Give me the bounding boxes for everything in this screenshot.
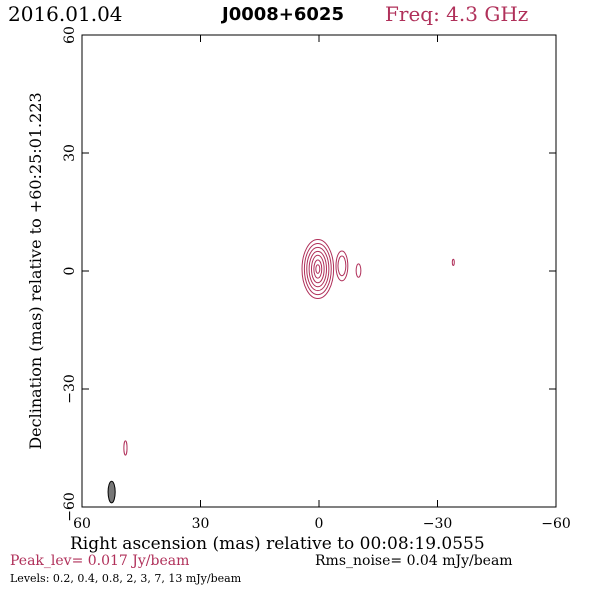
rms-noise: Rms_noise= 0.04 mJy/beam (315, 553, 513, 569)
contour (335, 250, 349, 282)
x-tick-label: 30 (192, 516, 210, 532)
axis-ticks (81, 34, 557, 508)
x-tick-label: −60 (541, 516, 571, 532)
contour (310, 254, 325, 284)
contour (306, 246, 330, 292)
y-tick-label: −60 (62, 492, 78, 522)
contour (315, 264, 321, 274)
y-tick-label: −30 (62, 374, 78, 404)
x-axis-label: Right ascension (mas) relative to 00:08:… (70, 534, 485, 554)
x-tick-label: 0 (315, 516, 324, 532)
contour (123, 440, 128, 456)
peak-level: Peak_lev= 0.017 Jy/beam (10, 553, 190, 569)
beam-ellipse (107, 480, 116, 504)
contour (337, 255, 347, 277)
y-axis-label: Declination (mas) relative to +60:25:01.… (26, 92, 45, 449)
y-tick-label: 0 (62, 267, 78, 276)
source-name: J0008+6025 (222, 4, 344, 25)
contour-lines (123, 239, 455, 456)
contour (313, 259, 323, 279)
x-tick-label: −30 (423, 516, 453, 532)
contour (355, 263, 362, 278)
y-tick-label: 30 (62, 144, 78, 162)
observation-date: 2016.01.04 (8, 2, 123, 26)
contour (303, 242, 332, 296)
tick-labels: 60 30 0 −30 −60 −60 −30 0 30 60 (62, 26, 571, 532)
contour (451, 258, 455, 266)
contour-levels: Levels: 0.2, 0.4, 0.8, 2, 3, 7, 13 mJy/b… (10, 572, 242, 585)
plot-frame (81, 34, 557, 508)
beam-shape (107, 480, 116, 504)
contour (301, 239, 335, 300)
x-tick-label: 60 (73, 516, 91, 532)
contour (308, 250, 328, 288)
frequency-label: Freq: 4.3 GHz (385, 2, 529, 26)
y-tick-label: 60 (62, 26, 78, 44)
